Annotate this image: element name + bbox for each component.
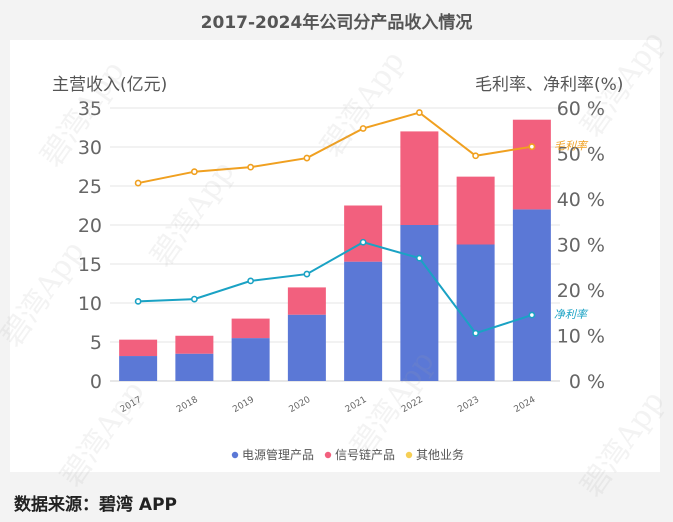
point-gross-margin — [134, 179, 142, 187]
bar-power-2022 — [400, 225, 439, 381]
x-tick-label: 2020 — [288, 395, 313, 415]
bar-power-2020 — [287, 314, 326, 381]
y-tick-right: 50 % — [557, 144, 605, 166]
bar-power-2017 — [119, 356, 158, 381]
y-tick-left: 10 — [78, 293, 102, 315]
x-tick-label: 2017 — [119, 395, 144, 415]
legend-marker — [405, 451, 413, 459]
x-tick-label: 2024 — [513, 395, 538, 415]
bar-power-2019 — [231, 338, 270, 381]
point-net-margin — [190, 295, 198, 303]
legend-label: 其他业务 — [416, 447, 464, 462]
y-tick-right: 60 % — [557, 98, 605, 120]
y-axis-title-left: 主营收入(亿元) — [52, 75, 167, 95]
point-gross-margin — [472, 152, 480, 160]
y-tick-right: 20 % — [557, 280, 605, 302]
point-gross-margin — [528, 143, 536, 151]
bar-power-2023 — [456, 244, 495, 381]
bar-signal-2024 — [512, 119, 551, 210]
point-net-margin — [303, 270, 311, 278]
bar-power-2018 — [175, 353, 214, 381]
point-gross-margin — [303, 154, 311, 162]
data-source: 数据来源：碧湾 APP — [14, 495, 177, 515]
legend-marker — [324, 451, 332, 459]
chart-panel: 0 5 10 15 20 25 30 35 0 % 10 % 20 % 30 % 40 % 50 % 60 … — [10, 40, 660, 472]
bar-signal-2021 — [344, 205, 383, 262]
y-tick-left: 35 — [78, 98, 102, 120]
y-tick-left: 30 — [78, 137, 102, 159]
legend-marker — [231, 451, 239, 459]
y-tick-left: 5 — [90, 332, 102, 354]
y-tick-left: 15 — [78, 254, 102, 276]
bar-signal-2023 — [456, 176, 495, 245]
x-tick-label: 2023 — [456, 395, 481, 415]
line-label-net-margin: 净利率 — [554, 308, 589, 321]
y-tick-right: 10 % — [557, 326, 605, 348]
point-net-margin — [528, 311, 536, 319]
y-tick-right: 0 % — [569, 371, 605, 393]
y-tick-right: 40 % — [557, 189, 605, 211]
bar-signal-2017 — [119, 339, 158, 357]
point-net-margin — [472, 329, 480, 337]
y-tick-left: 25 — [78, 176, 102, 198]
bar-signal-2022 — [400, 131, 439, 225]
x-tick-label: 2022 — [400, 395, 425, 415]
line-net-margin — [138, 241, 533, 335]
y-tick-left: 20 — [78, 215, 102, 237]
legend-label: 电源管理产品 — [242, 447, 314, 462]
point-net-margin — [359, 238, 367, 246]
point-gross-margin — [247, 163, 255, 171]
chart-title: 2017-2024年公司分产品收入情况 — [200, 13, 473, 33]
line-gross-margin — [137, 111, 533, 185]
legend-label: 信号链产品 — [335, 447, 395, 462]
x-tick-label: 2019 — [231, 395, 256, 415]
chart: 0 5 10 15 20 25 30 35 0 % 10 % 20 % 30 % 40 % 50 % 60 … — [52, 75, 623, 462]
bar-power-2021 — [344, 261, 383, 381]
point-net-margin — [415, 254, 423, 262]
point-gross-margin — [190, 168, 198, 176]
point-gross-margin — [415, 109, 423, 116]
bar-signal-2018 — [175, 335, 214, 354]
line-label-gross-margin: 毛利率 — [554, 140, 589, 153]
x-tick-label: 2018 — [175, 395, 200, 415]
bar-signal-2019 — [231, 318, 270, 339]
x-tick-label: 2021 — [344, 395, 369, 415]
bar-power-2024 — [512, 209, 551, 381]
point-net-margin — [134, 297, 142, 305]
y-axis-title-right: 毛利率、净利率(%) — [475, 75, 623, 95]
bar-signal-2020 — [287, 287, 326, 315]
point-gross-margin — [359, 125, 367, 132]
y-tick-right: 30 % — [557, 235, 605, 257]
y-tick-left: 0 — [90, 371, 102, 393]
point-net-margin — [247, 277, 255, 285]
